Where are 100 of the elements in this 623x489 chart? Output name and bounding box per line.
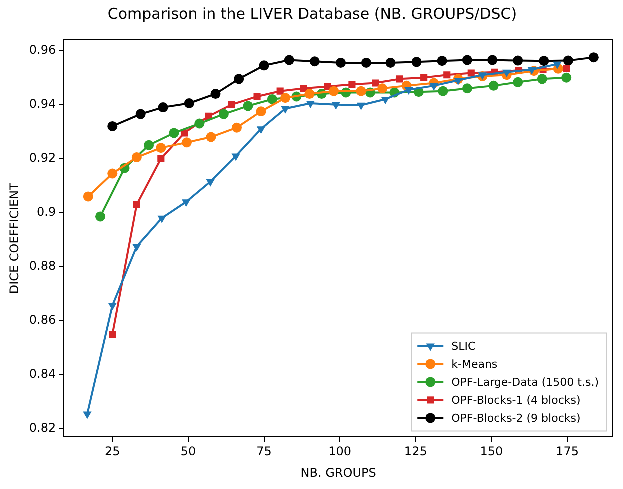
point <box>276 88 284 95</box>
point <box>158 216 166 224</box>
point <box>348 81 356 88</box>
point <box>588 52 599 63</box>
point <box>232 122 242 133</box>
point <box>306 101 315 108</box>
legend-label: OPF-Blocks-1 (4 blocks) <box>452 394 581 408</box>
point <box>537 74 548 84</box>
point <box>563 56 574 66</box>
point <box>206 179 215 187</box>
point <box>243 101 254 112</box>
legend-label: SLIC <box>452 340 476 354</box>
point <box>329 86 340 96</box>
point <box>232 154 240 162</box>
point <box>420 74 428 82</box>
point <box>182 138 192 148</box>
point <box>108 303 117 311</box>
point <box>256 106 266 117</box>
y-tick-label: 0.88 <box>29 259 56 274</box>
point <box>281 106 290 114</box>
point <box>488 55 498 66</box>
point <box>280 93 290 104</box>
point <box>254 93 261 100</box>
y-tick-label: 0.86 <box>29 313 56 328</box>
point <box>396 76 404 83</box>
point <box>310 56 320 67</box>
point <box>378 84 388 94</box>
x-tick-label: 50 <box>180 444 196 459</box>
point <box>284 55 294 66</box>
point <box>132 152 142 163</box>
point <box>361 58 372 68</box>
point <box>256 126 266 134</box>
point <box>144 140 154 150</box>
point <box>488 80 499 91</box>
point <box>513 77 524 88</box>
x-tick-label: 100 <box>328 444 352 459</box>
point <box>158 155 165 162</box>
point <box>430 83 438 91</box>
point <box>96 212 106 222</box>
point <box>438 86 448 96</box>
point <box>437 56 448 66</box>
point <box>356 102 366 110</box>
point <box>444 72 451 79</box>
point <box>136 109 146 120</box>
point <box>562 72 572 83</box>
point <box>324 83 332 90</box>
point <box>228 101 236 108</box>
point <box>182 200 191 208</box>
point <box>132 244 142 252</box>
y-tick-label: 0.82 <box>29 421 56 436</box>
x-tick-label: 75 <box>256 444 272 459</box>
point <box>83 412 92 420</box>
point <box>528 67 536 75</box>
point <box>206 132 216 142</box>
point <box>259 60 270 71</box>
point <box>156 143 166 154</box>
point <box>356 86 366 96</box>
point <box>513 56 524 66</box>
legend-label: k-Means <box>452 358 498 372</box>
x-tick-label: 150 <box>480 444 504 459</box>
point <box>553 62 562 70</box>
y-tick-label: 0.84 <box>29 367 56 382</box>
point <box>267 94 278 104</box>
point <box>332 102 340 110</box>
y-tick-label: 0.96 <box>29 42 56 57</box>
point <box>404 87 414 95</box>
legend-label: OPF-Blocks-2 (9 blocks) <box>452 412 581 426</box>
x-tick-label: 175 <box>556 444 579 459</box>
y-tick-label: 0.9 <box>37 205 56 220</box>
legend-label: OPF-Large-Data (1500 t.s.) <box>452 376 600 390</box>
point <box>210 89 221 100</box>
point <box>304 89 315 100</box>
point <box>502 70 512 78</box>
point <box>184 98 194 108</box>
point <box>169 128 180 138</box>
point <box>108 168 118 179</box>
chart-title: Comparison in the LIVER Database (NB. GROUPS/DSC) <box>108 4 518 23</box>
point <box>381 96 390 104</box>
point <box>133 201 140 208</box>
y-axis-title: DICE COEFFICIENT <box>7 182 22 294</box>
point <box>194 118 205 129</box>
point <box>372 80 380 87</box>
y-tick-label: 0.94 <box>29 96 56 111</box>
x-tick-label: 125 <box>404 444 428 459</box>
point <box>108 121 118 132</box>
point <box>386 58 396 68</box>
point <box>158 102 168 113</box>
point <box>539 56 550 66</box>
point <box>462 84 472 94</box>
point <box>563 65 570 72</box>
point <box>234 74 244 84</box>
point <box>336 58 346 68</box>
point <box>109 330 116 338</box>
point <box>412 57 422 68</box>
point <box>468 70 475 77</box>
x-axis-title: NB. GROUPS <box>300 466 376 480</box>
x-tick-label: 25 <box>105 444 120 459</box>
point <box>462 55 472 66</box>
point <box>218 109 229 120</box>
point <box>454 78 463 86</box>
